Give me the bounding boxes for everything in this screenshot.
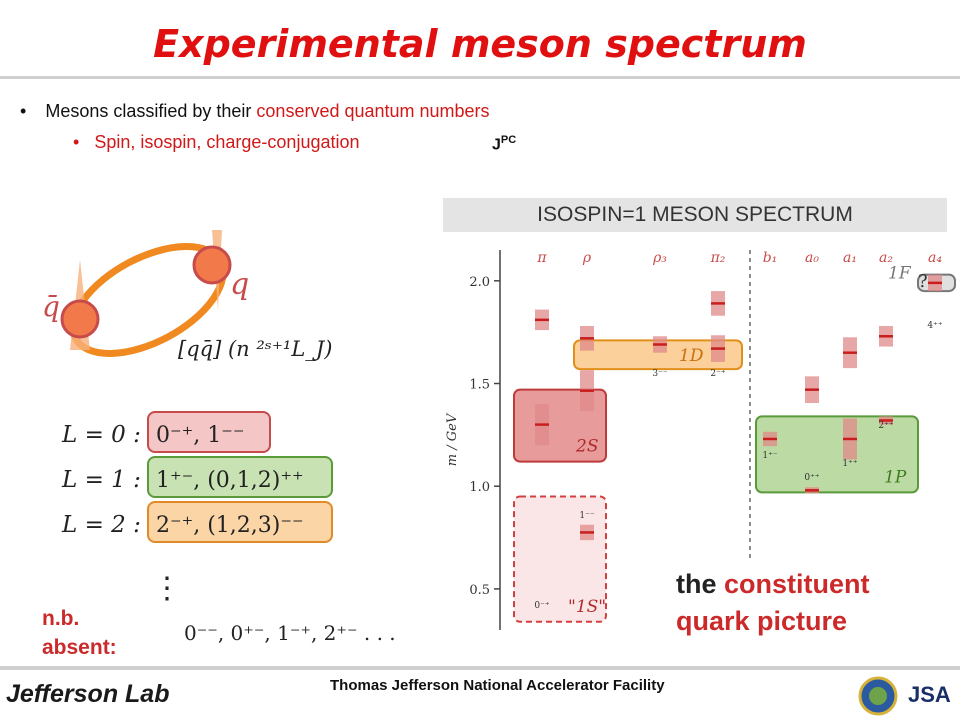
jpc-label: 1⁺⁻ bbox=[762, 451, 777, 461]
l-row-box bbox=[147, 456, 333, 498]
nb-line-1: n.b. bbox=[42, 607, 80, 630]
category-label: a₁ bbox=[843, 250, 857, 266]
caption-plain: the bbox=[676, 569, 725, 599]
y-axis-label: m / GeV bbox=[445, 412, 460, 466]
group-label: 1F bbox=[888, 264, 912, 284]
category-label: ρ bbox=[582, 250, 592, 266]
group-label: 1P bbox=[884, 467, 907, 487]
category-label: π bbox=[536, 250, 547, 266]
l-row-0: L = 0 : 0⁻⁺, 1⁻⁻ bbox=[61, 411, 271, 453]
category-label: a₂ bbox=[879, 250, 893, 266]
nb-note: n.b. absent: bbox=[42, 604, 117, 662]
jpc-label: 2⁻⁺ bbox=[710, 369, 725, 379]
y-tick-label: 2.0 bbox=[469, 275, 490, 290]
group-label: 1D bbox=[679, 346, 704, 366]
absent-states: 0⁻⁻, 0⁺⁻, 1⁻⁺, 2⁺⁻ . . . bbox=[184, 621, 396, 645]
category-labels: π ρ ρ₃ π₂ b₁ a₀ a₁ a₂ a₄ 0⁻⁺ 1⁻⁻ 3⁻⁻ 2⁻⁺ 1⁺⁻ 0⁺⁺ 1⁺⁺ 2⁺⁺… bbox=[534, 250, 942, 611]
state-notation: [qq̄] (n ²ˢ⁺¹L_J) bbox=[178, 337, 332, 361]
quark-ball bbox=[192, 245, 232, 285]
group-label: "1S" bbox=[568, 597, 606, 617]
quark-label: q bbox=[230, 267, 249, 302]
jsa-logo: JSA bbox=[908, 682, 951, 707]
quark-diagram: q̄ q [qq̄] (n ²ˢ⁺¹L_J) L = 0 : 0⁻⁺, 1⁻⁻ … bbox=[42, 230, 396, 645]
category-label: π₂ bbox=[710, 250, 726, 266]
jpc-base: J bbox=[492, 136, 501, 154]
footer-org: Thomas Jefferson National Accelerator Fa… bbox=[330, 677, 665, 694]
l-row-label: L = 2 : bbox=[61, 512, 141, 538]
jefferson-lab-logo: Jefferson Lab bbox=[6, 680, 170, 708]
group-box-2 bbox=[755, 415, 919, 494]
spectrum-chart: 2S 1D 1P "1S" 1F? 0.5 1.0 1.5 2.0 m / GeV π ρ ρ₃ π₂… bbox=[445, 250, 956, 630]
bullet-dot: • bbox=[73, 132, 80, 152]
jpc-label: 4⁺⁺ bbox=[927, 321, 942, 331]
jpc-label: 3⁻⁻ bbox=[652, 369, 667, 379]
group-label: 2S bbox=[575, 437, 598, 457]
l-row-box bbox=[147, 411, 271, 453]
antiquark-label: q̄ bbox=[42, 290, 60, 323]
y-tick-label: 1.5 bbox=[469, 378, 490, 393]
spectrum-banner: ISOSPIN=1 MESON SPECTRUM bbox=[443, 198, 947, 232]
caption-red-2: quark picture bbox=[676, 606, 848, 636]
jpc-symbol: JPC bbox=[492, 134, 516, 154]
bullet-1-plain: Mesons classified by their bbox=[45, 101, 257, 121]
l-row-values: 1⁺⁻, (0,1,2)⁺⁺ bbox=[156, 468, 304, 493]
l-row-label: L = 1 : bbox=[61, 467, 141, 493]
category-label: b₁ bbox=[763, 250, 778, 266]
l-row-box bbox=[147, 501, 333, 543]
jpc-label: 1⁻⁻ bbox=[579, 511, 594, 521]
y-tick-label: 0.5 bbox=[469, 583, 490, 598]
bullet-1-red: conserved quantum numbers bbox=[256, 101, 490, 121]
y-tick-label: 1.0 bbox=[469, 480, 490, 495]
doe-seal bbox=[858, 676, 898, 716]
bullet-1: • Mesons classified by their conserved q… bbox=[20, 101, 490, 122]
l-row-1: L = 1 : 1⁺⁻, (0,1,2)⁺⁺ bbox=[61, 456, 333, 498]
category-label: ρ₃ bbox=[652, 250, 667, 266]
vertical-dots: ⋮ bbox=[152, 571, 182, 606]
jpc-label: 1⁺⁺ bbox=[842, 459, 857, 469]
l-row-label: L = 0 : bbox=[61, 422, 141, 448]
title-rule bbox=[0, 76, 960, 79]
jpc-label: 0⁻⁺ bbox=[534, 601, 549, 611]
bullet-dot: • bbox=[20, 101, 27, 121]
l-row-values: 2⁻⁺, (1,2,3)⁻⁻ bbox=[156, 513, 304, 538]
jpc-label: 0⁺⁺ bbox=[804, 473, 819, 483]
category-label: a₀ bbox=[805, 250, 819, 266]
constituent-caption: the constituent quark picture bbox=[676, 566, 870, 640]
l-row-values: 0⁻⁺, 1⁻⁻ bbox=[156, 423, 244, 448]
caption-line-1: the constituent bbox=[676, 566, 870, 603]
nb-line-2: absent: bbox=[42, 636, 117, 659]
slide-title: Experimental meson spectrum bbox=[153, 22, 807, 66]
bullet-2: • Spin, isospin, charge-conjugation bbox=[73, 132, 360, 153]
y-axis: 0.5 1.0 1.5 2.0 m / GeV bbox=[445, 250, 751, 630]
antiquark-ball bbox=[60, 299, 100, 339]
jpc-superscript: PC bbox=[500, 134, 517, 146]
category-label: a₄ bbox=[928, 250, 942, 266]
caption-red-1: constituent bbox=[724, 569, 870, 599]
meson-marks bbox=[535, 274, 942, 541]
jpc-label: 2⁺⁺ bbox=[878, 421, 893, 431]
bullet-1-text: Mesons classified by their conserved qua… bbox=[45, 101, 489, 121]
seal-core bbox=[869, 687, 887, 705]
unknown-mark: ? bbox=[918, 271, 928, 292]
l-row-2: L = 2 : 2⁻⁺, (1,2,3)⁻⁻ bbox=[61, 501, 333, 543]
footer-rule bbox=[0, 666, 960, 670]
bullet-2-text: Spin, isospin, charge-conjugation bbox=[94, 132, 360, 152]
